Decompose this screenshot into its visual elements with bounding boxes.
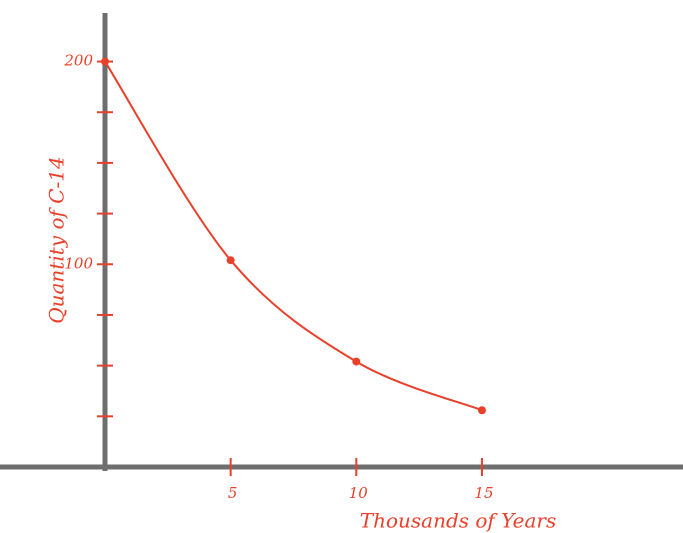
data-point bbox=[101, 58, 109, 66]
y-tick-label: 200 bbox=[63, 52, 93, 70]
y-tick-label: 100 bbox=[64, 254, 93, 272]
data-point bbox=[352, 358, 360, 366]
paper bbox=[0, 0, 683, 533]
x-tick-label: 15 bbox=[474, 484, 493, 502]
x-tick-label: 5 bbox=[228, 484, 238, 502]
y-axis-label: Quantity of C-14 bbox=[45, 156, 69, 324]
data-point bbox=[478, 406, 486, 414]
data-point bbox=[227, 256, 235, 264]
x-tick-label: 10 bbox=[349, 484, 369, 502]
x-axis-label: Thousands of Years bbox=[360, 509, 556, 533]
chart: Quantity of C-14 Thousands of Years 100 2… bbox=[0, 0, 683, 533]
